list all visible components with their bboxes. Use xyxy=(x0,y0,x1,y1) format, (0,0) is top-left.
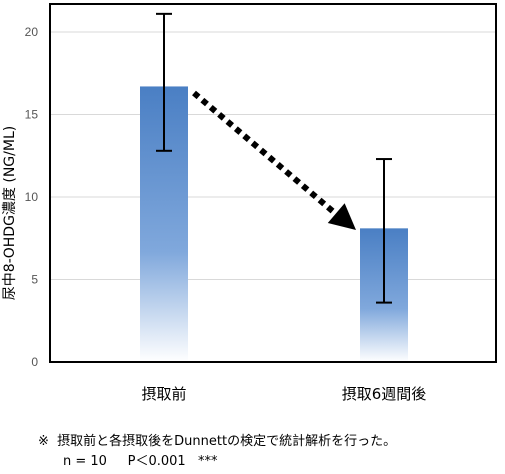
bar-chart: 0 5 10 15 20 摂取前 摂取6週間後 尿中8-OHDG濃度 (NG/ML) xyxy=(2,3,497,403)
y-tick-label: 15 xyxy=(25,108,39,122)
error-bars xyxy=(156,12,392,304)
y-tick-labels: 0 5 10 15 20 xyxy=(25,25,39,369)
y-tick-label: 5 xyxy=(31,273,38,287)
y-axis-label: 尿中8-OHDG濃度 (NG/ML) xyxy=(2,126,18,300)
footnote-method: ※ 摂取前と各摂取後をDunnettの検定で統計解析を行った。 xyxy=(38,434,397,449)
category-label: 摂取前 xyxy=(141,385,186,403)
error-bar xyxy=(156,12,172,152)
y-tick-label: 0 xyxy=(31,355,38,369)
y-tick-label: 10 xyxy=(25,190,39,204)
arrow-shaft xyxy=(192,90,338,217)
trend-arrow xyxy=(192,90,356,230)
category-label: 摂取6週間後 xyxy=(342,385,427,403)
bars xyxy=(140,86,408,362)
y-tick-label: 20 xyxy=(25,25,39,39)
error-bar xyxy=(376,158,392,304)
category-labels: 摂取前 摂取6週間後 xyxy=(141,385,426,403)
gridlines xyxy=(50,31,496,280)
plot-area-border xyxy=(49,3,497,363)
arrow-head xyxy=(327,203,356,230)
footnote-stats: n = 10 P＜0.001 *** xyxy=(63,454,218,469)
